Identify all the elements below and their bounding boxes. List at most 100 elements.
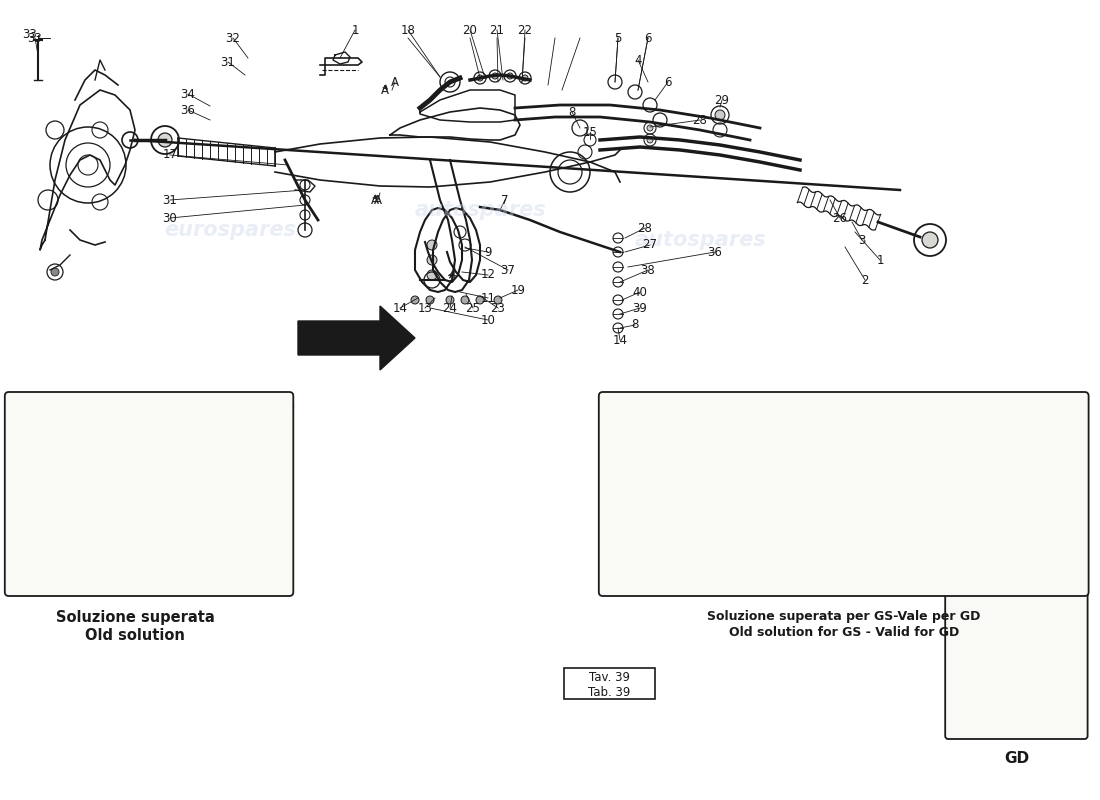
Text: 32: 32 xyxy=(226,31,241,45)
Circle shape xyxy=(477,75,483,81)
Text: 24: 24 xyxy=(968,714,983,726)
Circle shape xyxy=(427,255,437,265)
Text: Soluzione superata per GS-Vale per GD: Soluzione superata per GS-Vale per GD xyxy=(707,610,980,623)
Text: 20: 20 xyxy=(947,589,962,602)
Text: 28: 28 xyxy=(693,114,707,126)
Text: GD: GD xyxy=(1004,751,1028,766)
Text: 14: 14 xyxy=(613,334,627,346)
Bar xyxy=(627,464,690,504)
Text: 8: 8 xyxy=(569,106,575,118)
Circle shape xyxy=(51,268,59,276)
Text: 17: 17 xyxy=(97,542,112,555)
Text: 20: 20 xyxy=(463,23,477,37)
Text: 40: 40 xyxy=(632,286,648,298)
Text: 1: 1 xyxy=(877,254,883,266)
FancyBboxPatch shape xyxy=(4,392,294,596)
Circle shape xyxy=(427,240,437,250)
Text: A: A xyxy=(390,75,399,89)
Text: 18: 18 xyxy=(198,413,212,426)
Circle shape xyxy=(969,601,977,609)
Text: 23: 23 xyxy=(1043,714,1058,726)
Text: 8: 8 xyxy=(631,318,639,331)
Text: 25: 25 xyxy=(465,302,481,314)
Text: 18: 18 xyxy=(400,23,416,37)
Circle shape xyxy=(158,133,172,147)
Text: 14: 14 xyxy=(155,413,170,426)
Text: 16: 16 xyxy=(63,542,78,555)
Text: 30: 30 xyxy=(163,211,177,225)
Text: 25: 25 xyxy=(1006,714,1021,726)
Circle shape xyxy=(461,296,469,304)
Circle shape xyxy=(647,137,653,143)
Text: 37: 37 xyxy=(500,263,516,277)
Circle shape xyxy=(522,75,528,81)
Circle shape xyxy=(411,296,419,304)
Text: 39: 39 xyxy=(632,302,648,314)
Circle shape xyxy=(494,296,502,304)
Text: A: A xyxy=(381,83,389,97)
Text: 36: 36 xyxy=(707,246,723,258)
Circle shape xyxy=(104,471,110,478)
Text: 3: 3 xyxy=(858,234,866,246)
Text: 2: 2 xyxy=(861,274,869,286)
Text: 28: 28 xyxy=(638,222,652,234)
Text: 23: 23 xyxy=(491,302,505,314)
Circle shape xyxy=(507,73,513,79)
FancyBboxPatch shape xyxy=(945,573,1088,739)
Text: eurospares: eurospares xyxy=(164,400,296,420)
Text: 15: 15 xyxy=(583,126,597,138)
Text: 19: 19 xyxy=(1070,653,1086,666)
Text: 7: 7 xyxy=(502,194,508,206)
Text: 19: 19 xyxy=(510,283,526,297)
Text: 6: 6 xyxy=(645,31,651,45)
Text: 38: 38 xyxy=(640,263,656,277)
Text: autospares: autospares xyxy=(684,410,816,430)
Text: 12: 12 xyxy=(481,269,495,282)
Bar xyxy=(177,459,262,490)
Circle shape xyxy=(427,270,437,280)
Bar xyxy=(564,668,654,698)
Text: autospares: autospares xyxy=(415,200,546,220)
Text: Soluzione superata: Soluzione superata xyxy=(56,610,214,625)
Text: 22: 22 xyxy=(947,646,962,659)
Text: A: A xyxy=(374,194,382,206)
Text: 14: 14 xyxy=(393,302,407,314)
Text: 6: 6 xyxy=(664,75,672,89)
FancyBboxPatch shape xyxy=(598,392,1089,596)
Text: 35: 35 xyxy=(1070,589,1086,602)
Text: 26: 26 xyxy=(833,211,847,225)
Text: 21: 21 xyxy=(947,618,962,630)
Circle shape xyxy=(476,296,484,304)
Text: 9: 9 xyxy=(484,246,492,258)
Circle shape xyxy=(647,125,653,131)
Text: A: A xyxy=(371,194,380,206)
Text: 31: 31 xyxy=(163,194,177,206)
Circle shape xyxy=(922,232,938,248)
Text: 21: 21 xyxy=(490,23,505,37)
Text: 5: 5 xyxy=(614,31,622,45)
Text: 14: 14 xyxy=(769,562,783,575)
Text: Tav. 39: Tav. 39 xyxy=(588,671,630,684)
Text: 17: 17 xyxy=(163,149,177,162)
Circle shape xyxy=(492,73,498,79)
Text: 33: 33 xyxy=(23,29,37,42)
Text: 4: 4 xyxy=(449,269,455,282)
Text: 27: 27 xyxy=(642,238,658,251)
Text: 29: 29 xyxy=(715,94,729,106)
Text: 4: 4 xyxy=(635,54,641,66)
Text: 4: 4 xyxy=(1043,409,1049,422)
Circle shape xyxy=(426,296,434,304)
Text: Old solution for GS - Valid for GD: Old solution for GS - Valid for GD xyxy=(728,626,959,639)
Text: 1: 1 xyxy=(351,23,359,37)
Text: autospares: autospares xyxy=(635,230,766,250)
Circle shape xyxy=(446,296,454,304)
Text: 13: 13 xyxy=(418,302,432,314)
Text: 36: 36 xyxy=(180,103,196,117)
Text: 7: 7 xyxy=(657,562,664,575)
Text: 24: 24 xyxy=(442,302,458,314)
Circle shape xyxy=(715,110,725,120)
Text: eurospares: eurospares xyxy=(164,220,296,240)
Text: Tab. 39: Tab. 39 xyxy=(588,686,630,699)
Text: 22: 22 xyxy=(517,23,532,37)
Text: 13: 13 xyxy=(124,413,140,426)
